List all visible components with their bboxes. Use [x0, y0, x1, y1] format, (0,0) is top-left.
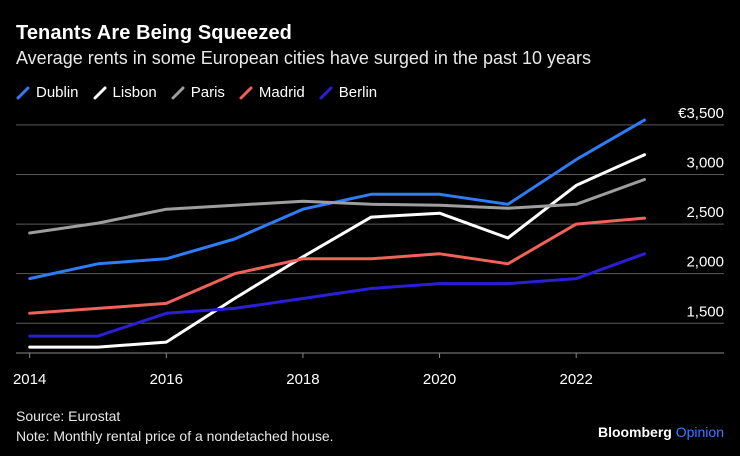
- line-chart: 1,500 2,000 2,500 3,000 €3,500 2014 2016 2018 20…: [13, 105, 724, 388]
- legend-swatch: [16, 86, 30, 99]
- source-note: Source: Eurostat: [16, 408, 121, 424]
- footer: Source: Eurostat Note: Monthly rental pr…: [16, 406, 334, 446]
- series-line-lisbon: [28, 153, 646, 349]
- legend-label: Lisbon: [112, 84, 157, 101]
- x-tick-label: 2016: [150, 371, 183, 388]
- legend-label: Paris: [190, 84, 225, 101]
- series-line-dublin: [28, 118, 646, 281]
- legend-swatch: [93, 86, 107, 99]
- legend-item-dublin: Dublin: [16, 84, 79, 101]
- y-tick-label: €3,500: [678, 105, 724, 122]
- y-tick-label: 3,000: [686, 155, 724, 172]
- y-tick-label: 1,500: [686, 303, 724, 320]
- legend-item-berlin: Berlin: [319, 84, 377, 101]
- legend-label: Berlin: [338, 84, 378, 101]
- legend-item-lisbon: Lisbon: [93, 84, 157, 101]
- legend: Dublin Lisbon Paris Madrid Berlin: [16, 84, 391, 101]
- chart-title: Tenants Are Being Squeezed: [16, 22, 292, 44]
- legend-swatch: [239, 86, 253, 99]
- legend-item-madrid: Madrid: [239, 84, 305, 101]
- footnote: Note: Monthly rental price of a nondetac…: [16, 428, 334, 444]
- y-tick-label: 2,000: [686, 254, 724, 271]
- legend-label: Dublin: [36, 84, 79, 101]
- series-line-paris: [28, 178, 646, 235]
- x-tick-label: 2014: [13, 371, 46, 388]
- legend-swatch: [319, 86, 333, 99]
- x-tick-label: 2018: [286, 371, 319, 388]
- brand-suffix: Opinion: [675, 424, 724, 440]
- series-line-berlin: [28, 252, 646, 338]
- legend-item-paris: Paris: [171, 84, 225, 101]
- series-line-madrid: [28, 216, 646, 315]
- chart-subtitle: Average rents in some European cities ha…: [16, 48, 592, 68]
- y-tick-label: 2,500: [686, 204, 724, 221]
- legend-label: Madrid: [258, 84, 305, 101]
- brand-name: Bloomberg: [597, 424, 672, 440]
- legend-swatch: [171, 86, 185, 99]
- x-tick-label: 2022: [560, 371, 593, 388]
- x-tick-label: 2020: [423, 371, 456, 388]
- brand-logo: Bloomberg Opinion: [598, 424, 724, 440]
